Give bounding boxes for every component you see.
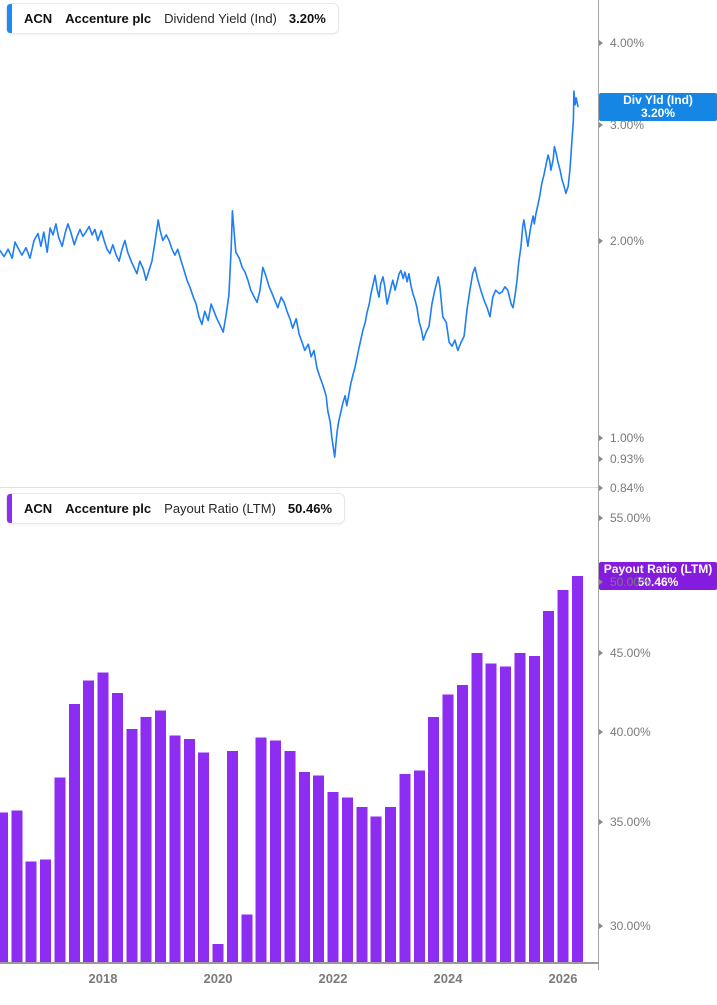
y-tick-label: 35.00%: [610, 815, 651, 829]
tick-pointer-icon: [599, 923, 603, 929]
tick-pointer-icon: [599, 579, 603, 585]
payout-ratio-bar[interactable]: [327, 792, 339, 963]
y-tick-label: 1.00%: [610, 431, 645, 445]
payout-ratio-bar[interactable]: [471, 652, 483, 963]
y-tick-label: 2.00%: [610, 234, 645, 248]
payout-ratio-bar[interactable]: [370, 816, 382, 963]
payout-ratio-bar[interactable]: [284, 751, 296, 963]
y-tick-label: 0.84%: [610, 481, 645, 495]
y-tick-label: 4.00%: [610, 36, 645, 50]
metric-name: Payout Ratio (LTM): [164, 501, 276, 516]
payout-ratio-bar[interactable]: [485, 663, 497, 964]
payout-ratio-bar[interactable]: [255, 737, 267, 963]
payout-ratio-bar[interactable]: [356, 806, 368, 963]
payout-ratio-bar[interactable]: [68, 704, 80, 963]
payout-ratio-bar[interactable]: [155, 710, 166, 963]
payout-ratio-bar[interactable]: [11, 810, 23, 963]
payout-ratio-bar[interactable]: [0, 812, 8, 964]
metric-value: 3.20%: [288, 11, 326, 26]
payout-ratio-bar[interactable]: [241, 914, 253, 963]
payout-ratio-bar[interactable]: [543, 610, 555, 963]
tick-pointer-icon: [599, 40, 603, 46]
x-axis-year-label: 2026: [548, 971, 578, 986]
y-tick-label: 50.00%: [610, 575, 651, 589]
legend-payout-ratio[interactable]: ACN Accenture plc Payout Ratio (LTM) 50.…: [6, 493, 345, 524]
x-axis-year-label: 2018: [88, 971, 118, 986]
payout-ratio-bar[interactable]: [126, 728, 138, 963]
payout-ratio-bar[interactable]: [270, 740, 281, 963]
payout-ratio-bar[interactable]: [313, 775, 325, 963]
tick-pointer-icon: [599, 515, 603, 521]
metric-name: Dividend Yield (Ind): [164, 11, 277, 26]
badge-series-label: Div Yld (Ind): [623, 93, 693, 107]
badge-value-label: 50.46%: [637, 575, 679, 589]
payout-ratio-bar[interactable]: [514, 652, 526, 963]
badge-value-label: 3.20%: [640, 106, 676, 120]
y-tick-label: 40.00%: [610, 725, 651, 739]
tick-pointer-icon: [599, 456, 603, 462]
x-axis-year-label: 2022: [318, 971, 348, 986]
payout-ratio-bar[interactable]: [399, 773, 411, 963]
y-tick-label: 55.00%: [610, 511, 651, 525]
payout-ratio-bar[interactable]: [169, 735, 181, 963]
payout-ratio-bar[interactable]: [111, 693, 123, 963]
payout-ratio-bar[interactable]: [385, 806, 396, 963]
last-value-badge-dividend-yield: Div Yld (Ind) 3.20%: [599, 93, 717, 121]
payout-ratio-bar[interactable]: [528, 655, 540, 963]
company-name: Accenture plc: [65, 501, 152, 516]
y-tick-label: 45.00%: [610, 646, 651, 660]
payout-ratio-bar[interactable]: [298, 772, 310, 963]
tick-pointer-icon: [599, 238, 603, 244]
payout-ratio-bar[interactable]: [198, 752, 210, 963]
payout-ratio-bar[interactable]: [83, 680, 95, 963]
payout-ratio-bar[interactable]: [226, 751, 238, 963]
payout-ratio-bar[interactable]: [500, 666, 511, 964]
payout-ratio-bar[interactable]: [571, 575, 583, 963]
series-accent-bar-purple: [7, 494, 12, 523]
payout-ratio-bar[interactable]: [456, 685, 468, 963]
legend-dividend-yield[interactable]: ACN Accenture plc Dividend Yield (Ind) 3…: [6, 3, 339, 34]
payout-ratio-bar[interactable]: [140, 717, 152, 963]
badge-series-label: Payout Ratio (LTM): [603, 562, 713, 576]
tick-pointer-icon: [599, 485, 603, 491]
payout-ratio-bar[interactable]: [40, 859, 51, 963]
payout-ratio-bar[interactable]: [557, 590, 569, 963]
payout-ratio-bar[interactable]: [212, 944, 224, 963]
x-axis-year-label: 2024: [433, 971, 463, 986]
ticker-symbol: ACN: [24, 11, 53, 26]
payout-ratio-bar[interactable]: [183, 739, 195, 963]
tick-pointer-icon: [599, 122, 603, 128]
payout-ratio-bar[interactable]: [442, 694, 454, 963]
payout-ratio-bar[interactable]: [25, 861, 37, 963]
dividend-yield-line[interactable]: [0, 90, 579, 458]
tick-pointer-icon: [599, 435, 603, 441]
tick-pointer-icon: [599, 729, 603, 735]
tick-pointer-icon: [599, 650, 603, 656]
ticker-symbol: ACN: [24, 501, 53, 516]
payout-ratio-bar[interactable]: [428, 717, 440, 963]
y-tick-label: 3.00%: [610, 118, 645, 132]
payout-ratio-bar[interactable]: [413, 770, 425, 963]
payout-ratio-bar[interactable]: [97, 672, 109, 963]
x-axis-year-label: 2020: [203, 971, 233, 986]
last-value-badge-payout-ratio: Payout Ratio (LTM) 50.46%: [599, 562, 717, 590]
company-name: Accenture plc: [65, 11, 152, 26]
y-tick-label: 0.93%: [610, 452, 645, 466]
metric-value: 50.46%: [287, 501, 332, 516]
payout-ratio-bar[interactable]: [341, 797, 353, 964]
y-tick-label: 30.00%: [610, 919, 651, 933]
series-accent-bar-blue: [7, 4, 12, 33]
payout-ratio-bar[interactable]: [54, 777, 66, 964]
tick-pointer-icon: [599, 819, 603, 825]
